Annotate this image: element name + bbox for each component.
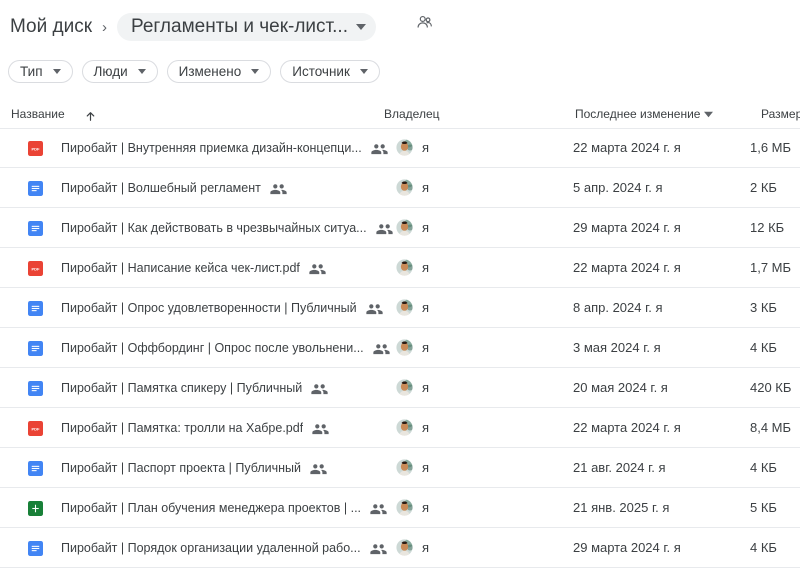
svg-text:PDF: PDF (32, 146, 41, 151)
svg-text:PDF: PDF (32, 266, 41, 271)
svg-text:PDF: PDF (32, 426, 41, 431)
